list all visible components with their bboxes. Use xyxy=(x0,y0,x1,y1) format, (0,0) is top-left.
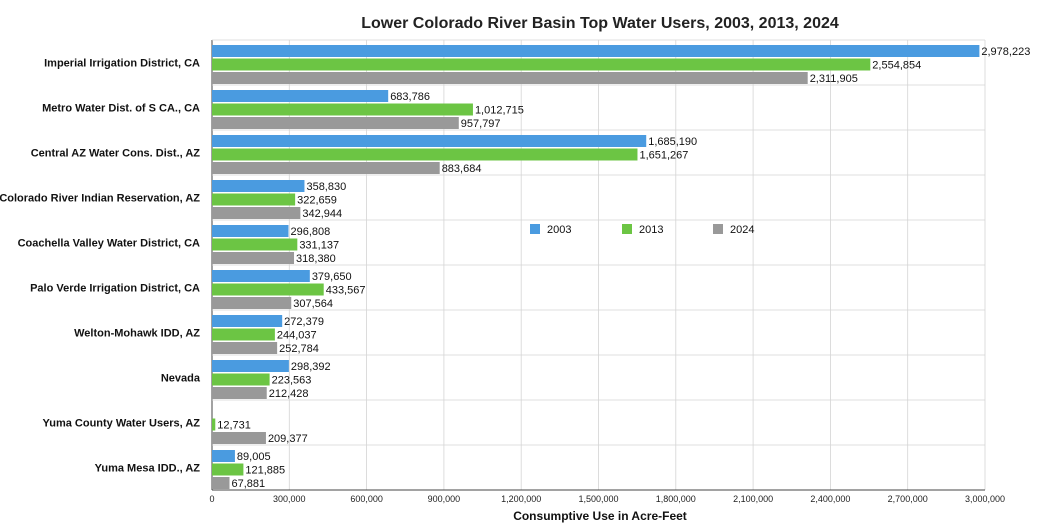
bar-2024 xyxy=(212,72,808,84)
data-label-2024: 212,428 xyxy=(269,388,309,400)
data-label-2013: 12,731 xyxy=(217,420,251,432)
data-label-2013: 244,037 xyxy=(277,330,317,342)
category-label: Metro Water Dist. of S CA., CA xyxy=(42,103,200,115)
data-label-2024: 67,881 xyxy=(231,478,265,490)
data-label-2013: 322,659 xyxy=(297,195,337,207)
data-label-2013: 2,554,854 xyxy=(872,60,921,72)
x-axis-label: Consumptive Use in Acre-Feet xyxy=(513,509,687,523)
bar-2013 xyxy=(212,148,638,161)
category-label: Palo Verde Irrigation District, CA xyxy=(30,283,200,295)
data-label-2003: 379,650 xyxy=(312,271,352,283)
category-label: Central AZ Water Cons. Dist., AZ xyxy=(31,148,201,160)
bar-2003 xyxy=(212,450,235,462)
data-label-2013: 331,137 xyxy=(299,240,339,252)
bar-2013 xyxy=(212,283,324,296)
legend-swatch-2003 xyxy=(530,224,540,234)
category-label: Yuma County Water Users, AZ xyxy=(43,418,201,430)
bar-2003 xyxy=(212,270,310,282)
bar-2024 xyxy=(212,342,278,354)
legend-swatch-2024 xyxy=(713,224,723,234)
data-label-2003: 2,978,223 xyxy=(981,46,1030,58)
bar-2024 xyxy=(212,162,440,174)
category-label: Imperial Irrigation District, CA xyxy=(44,58,200,70)
bar-2013 xyxy=(212,238,298,251)
bar-2003 xyxy=(212,360,289,372)
chart-title: Lower Colorado River Basin Top Water Use… xyxy=(361,15,839,32)
bar-2013 xyxy=(212,373,270,386)
x-tick-label: 2,100,000 xyxy=(733,494,773,504)
bar-2024 xyxy=(212,387,267,399)
data-label-2024: 342,944 xyxy=(302,208,342,220)
bar-2003 xyxy=(212,90,389,102)
data-label-2024: 252,784 xyxy=(279,343,319,355)
bar-2024 xyxy=(212,117,459,129)
x-tick-label: 1,800,000 xyxy=(656,494,696,504)
data-label-2024: 883,684 xyxy=(442,163,482,175)
data-label-2003: 298,392 xyxy=(291,361,331,373)
bar-2013 xyxy=(212,463,244,476)
data-label-2024: 209,377 xyxy=(268,433,308,445)
data-label-2013: 223,563 xyxy=(272,375,312,387)
data-label-2013: 433,567 xyxy=(326,285,366,297)
legend-label-2013: 2013 xyxy=(639,224,663,236)
bar-2003 xyxy=(212,45,980,57)
bar-2024 xyxy=(212,432,266,444)
x-tick-label: 900,000 xyxy=(428,494,461,504)
bar-2013 xyxy=(212,328,275,341)
bar-2024 xyxy=(212,477,230,489)
legend-label-2024: 2024 xyxy=(730,224,754,236)
data-labels: 2,978,223 2,554,854 2,311,905 683,786 1,012,… xyxy=(217,46,1030,490)
data-label-2024: 307,564 xyxy=(293,298,333,310)
bar-2013 xyxy=(212,58,871,71)
data-label-2003: 272,379 xyxy=(284,316,324,328)
bar-2024 xyxy=(212,297,292,309)
bar-2013 xyxy=(212,418,216,431)
bar-2013 xyxy=(212,193,296,206)
data-label-2013: 121,885 xyxy=(245,465,285,477)
legend-label-2003: 2003 xyxy=(547,224,571,236)
category-labels: Imperial Irrigation District, CA Metro Wa… xyxy=(0,58,201,475)
data-label-2003: 1,685,190 xyxy=(648,136,697,148)
x-tick-label: 2,400,000 xyxy=(810,494,850,504)
data-label-2024: 318,380 xyxy=(296,253,336,265)
bar-2003 xyxy=(212,135,647,147)
bar-2003 xyxy=(212,225,289,237)
category-label: Welton-Mohawk IDD, AZ xyxy=(74,328,200,340)
category-label: Coachella Valley Water District, CA xyxy=(18,238,200,250)
grid-lines xyxy=(211,39,986,491)
bar-2024 xyxy=(212,252,295,264)
x-tick-label: 600,000 xyxy=(350,494,383,504)
bar-2013 xyxy=(212,103,473,116)
category-label: Yuma Mesa IDD., AZ xyxy=(95,463,201,475)
data-label-2003: 296,808 xyxy=(290,226,330,238)
data-label-2024: 957,797 xyxy=(461,118,501,130)
x-tick-label: 1,500,000 xyxy=(578,494,618,504)
data-label-2024: 2,311,905 xyxy=(810,73,858,85)
legend: 2003 2013 2024 xyxy=(530,224,754,236)
data-label-2003: 89,005 xyxy=(237,451,271,463)
bar-group xyxy=(212,45,980,489)
x-tick-label: 1,200,000 xyxy=(501,494,541,504)
x-tick-label: 300,000 xyxy=(273,494,306,504)
x-tick-label: 3,000,000 xyxy=(965,494,1005,504)
category-label: Nevada xyxy=(161,373,201,385)
bar-2003 xyxy=(212,180,305,192)
bar-2003 xyxy=(212,315,283,327)
legend-swatch-2013 xyxy=(622,224,632,234)
category-label: Colorado River Indian Reservation, AZ xyxy=(0,193,200,205)
x-tick-labels: 0 300,000 600,000 900,000 1,200,000 1,500,000… xyxy=(209,494,1005,504)
x-tick-label: 0 xyxy=(209,494,214,504)
data-label-2003: 358,830 xyxy=(306,181,346,193)
bar-2024 xyxy=(212,207,301,219)
x-tick-label: 2,700,000 xyxy=(888,494,928,504)
data-label-2003: 683,786 xyxy=(390,91,430,103)
data-label-2013: 1,012,715 xyxy=(475,105,524,117)
data-label-2013: 1,651,267 xyxy=(639,150,688,162)
